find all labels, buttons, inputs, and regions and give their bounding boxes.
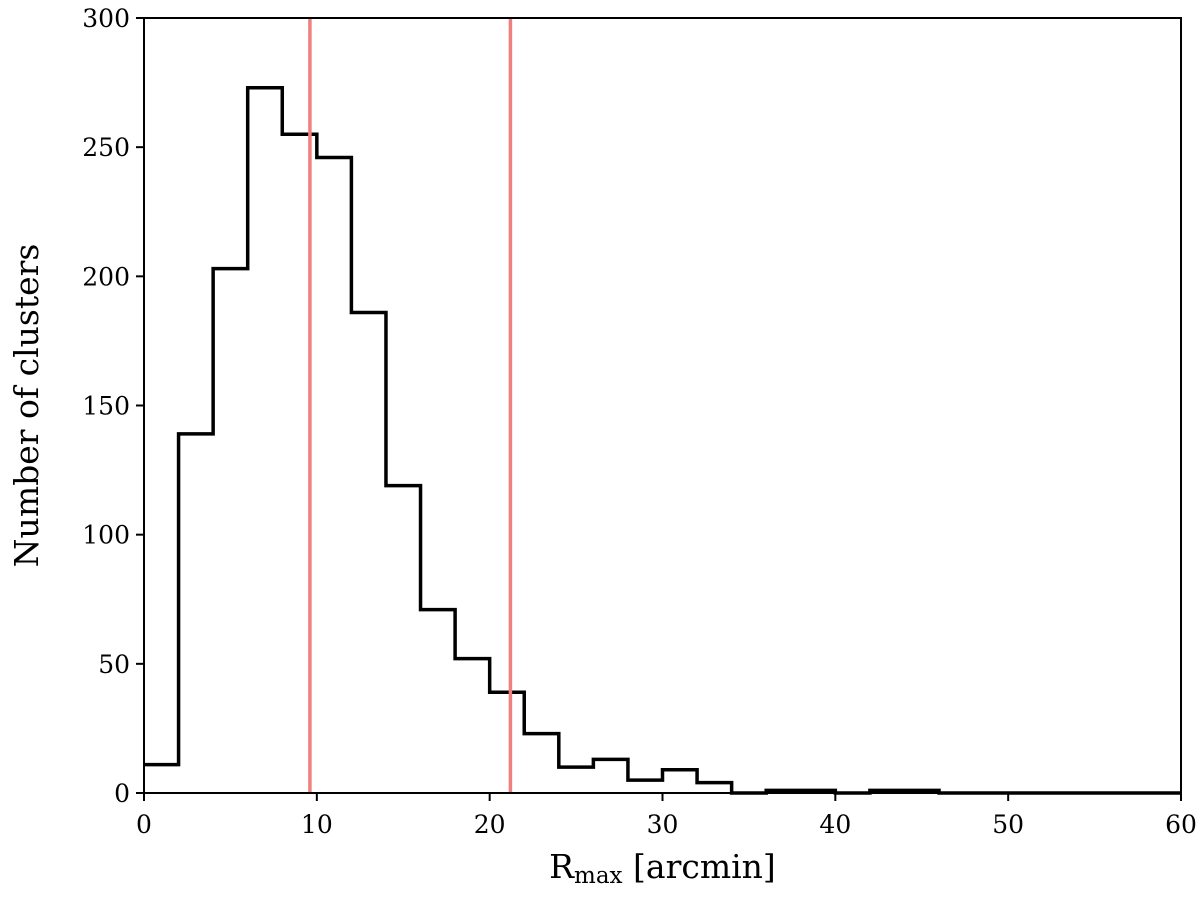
x-tick-label: 0 [136, 810, 152, 839]
histogram-bin [351, 313, 386, 794]
histogram-bin [559, 767, 594, 793]
y-tick-label: 300 [82, 4, 130, 33]
y-tick-label: 250 [82, 133, 130, 162]
x-tick-label: 20 [474, 810, 506, 839]
y-tick-label: 0 [114, 779, 130, 808]
histogram-bin [628, 780, 663, 793]
y-axis-label: Number of clusters [7, 244, 46, 568]
y-tick-label: 100 [82, 521, 130, 550]
histogram-bin [490, 692, 525, 793]
histogram-bin [248, 88, 283, 793]
histogram-bin [663, 770, 698, 793]
x-axis-label-rest: [arcmin] [623, 847, 776, 886]
x-axis-label-subscript: max [574, 863, 623, 889]
histogram-step-line [144, 86, 1181, 795]
y-tick-label: 150 [82, 392, 130, 421]
histogram-bin [144, 765, 179, 793]
histogram-bin [179, 434, 214, 793]
histogram-bin [386, 486, 421, 793]
y-tick-label: 200 [82, 262, 130, 291]
histogram-bin [593, 759, 628, 793]
histogram-bin [421, 610, 456, 793]
x-tick-label: 30 [647, 810, 679, 839]
x-tick-label: 50 [992, 810, 1024, 839]
x-tick-label: 60 [1165, 810, 1197, 839]
y-tick-label: 50 [98, 650, 130, 679]
x-axis-label-main: R [549, 847, 575, 886]
axis-ticks: 0 10 20 30 40 50 60 0 50 100 150 200 250 300 [82, 4, 1197, 839]
x-tick-label: 40 [819, 810, 851, 839]
histogram-bin [524, 734, 559, 793]
x-tick-label: 10 [301, 810, 333, 839]
x-axis-label: Rmax [arcmin] [549, 847, 776, 889]
histogram-bin [213, 269, 248, 793]
histogram-bin [317, 158, 352, 794]
plot-area [144, 18, 1181, 795]
histogram-bin [455, 659, 490, 793]
